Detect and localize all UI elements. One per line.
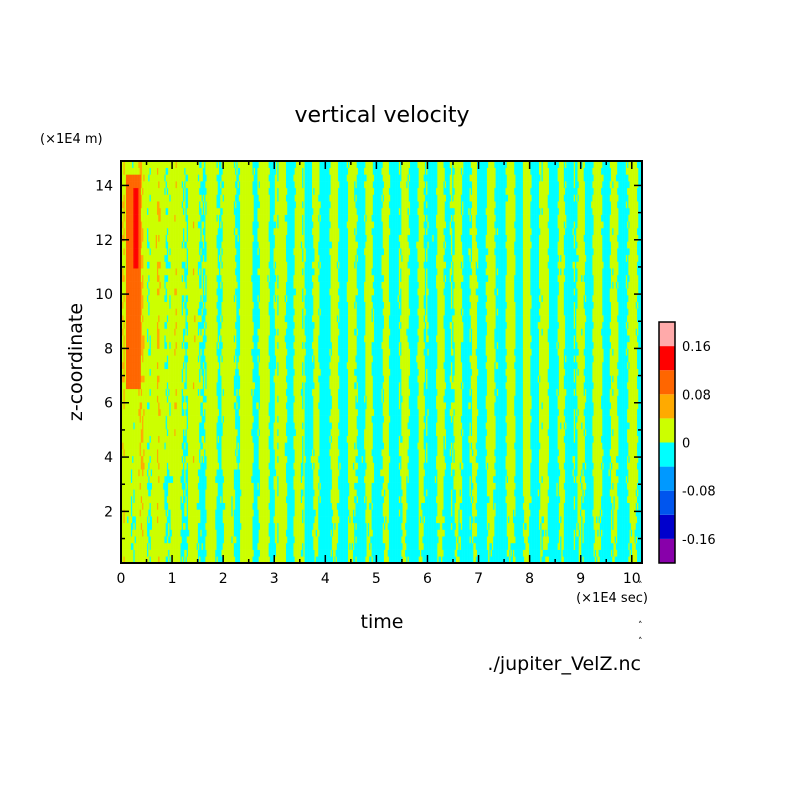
velocity-field <box>121 161 642 563</box>
y-unit-label: (×1E4 m) <box>40 132 103 147</box>
plot-area <box>121 161 642 563</box>
chart-title: vertical velocity <box>294 103 469 128</box>
